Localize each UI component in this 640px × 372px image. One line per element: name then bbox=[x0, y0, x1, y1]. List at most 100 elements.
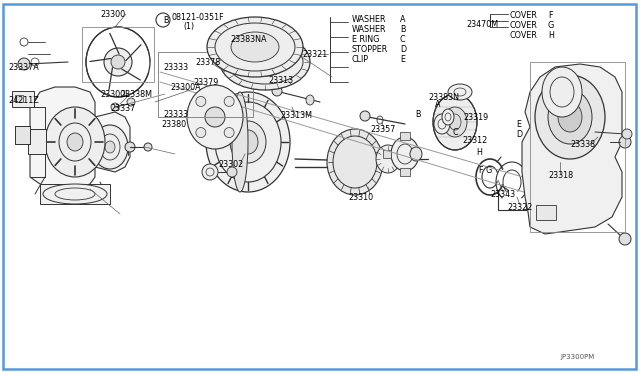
Circle shape bbox=[104, 48, 132, 76]
Text: G: G bbox=[548, 20, 554, 29]
Bar bbox=[530, 62, 625, 232]
Text: 23300: 23300 bbox=[100, 10, 125, 19]
Ellipse shape bbox=[442, 109, 454, 125]
Text: F: F bbox=[548, 10, 552, 19]
Ellipse shape bbox=[232, 92, 248, 192]
Circle shape bbox=[144, 143, 152, 151]
Circle shape bbox=[125, 142, 135, 152]
Text: 23337A: 23337A bbox=[8, 62, 39, 71]
Text: E RING: E RING bbox=[352, 35, 380, 44]
Circle shape bbox=[224, 96, 234, 106]
Ellipse shape bbox=[187, 85, 243, 149]
Text: 23383NA: 23383NA bbox=[230, 35, 266, 44]
Text: G: G bbox=[486, 166, 492, 174]
Text: 23300A: 23300A bbox=[170, 83, 200, 92]
Ellipse shape bbox=[443, 107, 467, 137]
Ellipse shape bbox=[376, 145, 400, 173]
Text: 23380: 23380 bbox=[161, 119, 186, 128]
Text: 23338: 23338 bbox=[570, 140, 595, 148]
Text: 23313M: 23313M bbox=[280, 110, 312, 119]
Ellipse shape bbox=[67, 133, 83, 151]
Ellipse shape bbox=[448, 84, 472, 100]
Polygon shape bbox=[522, 64, 622, 234]
Ellipse shape bbox=[206, 92, 290, 192]
Text: E: E bbox=[516, 119, 521, 128]
Ellipse shape bbox=[45, 107, 105, 177]
Text: COVER: COVER bbox=[510, 10, 538, 19]
Text: 23343: 23343 bbox=[490, 189, 515, 199]
Ellipse shape bbox=[207, 17, 303, 77]
Text: CLIP: CLIP bbox=[352, 55, 369, 64]
Ellipse shape bbox=[105, 141, 115, 153]
Text: 24211Z: 24211Z bbox=[8, 96, 39, 105]
Bar bbox=[82, 27, 154, 82]
Text: (1): (1) bbox=[183, 22, 194, 31]
Text: WASHER: WASHER bbox=[352, 25, 387, 33]
Bar bbox=[12, 91, 34, 107]
Text: C: C bbox=[400, 35, 406, 44]
Circle shape bbox=[622, 129, 632, 139]
Text: 23383N: 23383N bbox=[428, 93, 459, 102]
Text: E: E bbox=[400, 55, 405, 64]
Ellipse shape bbox=[220, 34, 310, 90]
Circle shape bbox=[196, 96, 206, 106]
Text: 23338M: 23338M bbox=[120, 90, 152, 99]
Circle shape bbox=[111, 55, 125, 69]
Text: 23470M: 23470M bbox=[466, 19, 498, 29]
Text: COVER: COVER bbox=[510, 20, 538, 29]
Polygon shape bbox=[30, 87, 130, 189]
Text: B: B bbox=[163, 16, 168, 25]
Text: 23337: 23337 bbox=[110, 103, 135, 112]
Text: 23312: 23312 bbox=[462, 135, 487, 144]
Text: 23302: 23302 bbox=[218, 160, 243, 169]
Text: H: H bbox=[476, 148, 482, 157]
Circle shape bbox=[227, 167, 237, 177]
Bar bbox=[40, 184, 110, 204]
Circle shape bbox=[224, 128, 234, 138]
Ellipse shape bbox=[433, 94, 477, 150]
Text: 23300L: 23300L bbox=[100, 90, 129, 99]
Circle shape bbox=[619, 233, 631, 245]
Circle shape bbox=[205, 107, 225, 127]
Ellipse shape bbox=[306, 95, 314, 105]
Text: 23357: 23357 bbox=[370, 125, 396, 134]
Circle shape bbox=[202, 164, 218, 180]
Text: 23319: 23319 bbox=[463, 112, 488, 122]
Ellipse shape bbox=[542, 67, 582, 117]
Ellipse shape bbox=[410, 147, 422, 161]
Text: WASHER: WASHER bbox=[352, 15, 387, 23]
Circle shape bbox=[272, 86, 282, 96]
Circle shape bbox=[619, 136, 631, 148]
Text: B: B bbox=[415, 109, 420, 119]
Bar bbox=[400, 168, 410, 176]
Text: 08121-0351F: 08121-0351F bbox=[172, 13, 225, 22]
Circle shape bbox=[360, 111, 370, 121]
Circle shape bbox=[127, 98, 135, 106]
Bar bbox=[383, 150, 391, 158]
Ellipse shape bbox=[243, 48, 287, 76]
Bar bbox=[28, 129, 46, 154]
Ellipse shape bbox=[558, 102, 582, 132]
Text: F: F bbox=[478, 166, 483, 174]
Text: JP3300PM: JP3300PM bbox=[560, 354, 595, 360]
Text: 23310: 23310 bbox=[348, 192, 373, 202]
Ellipse shape bbox=[238, 130, 258, 154]
Circle shape bbox=[196, 128, 206, 138]
Text: C: C bbox=[453, 128, 459, 137]
Text: 23318: 23318 bbox=[548, 170, 573, 180]
Text: H: H bbox=[548, 31, 554, 39]
Bar bbox=[400, 132, 410, 140]
Text: 23313: 23313 bbox=[268, 76, 293, 84]
Text: 23321: 23321 bbox=[302, 49, 327, 58]
Ellipse shape bbox=[391, 137, 419, 171]
Text: D: D bbox=[400, 45, 406, 54]
Ellipse shape bbox=[231, 32, 279, 62]
Text: D: D bbox=[516, 129, 522, 138]
Text: 23333: 23333 bbox=[163, 109, 188, 119]
Ellipse shape bbox=[548, 90, 592, 144]
Ellipse shape bbox=[434, 114, 450, 134]
Text: COVER: COVER bbox=[510, 31, 538, 39]
Text: 23378: 23378 bbox=[195, 58, 220, 67]
Bar bbox=[158, 52, 253, 117]
Text: 23333: 23333 bbox=[163, 62, 188, 71]
